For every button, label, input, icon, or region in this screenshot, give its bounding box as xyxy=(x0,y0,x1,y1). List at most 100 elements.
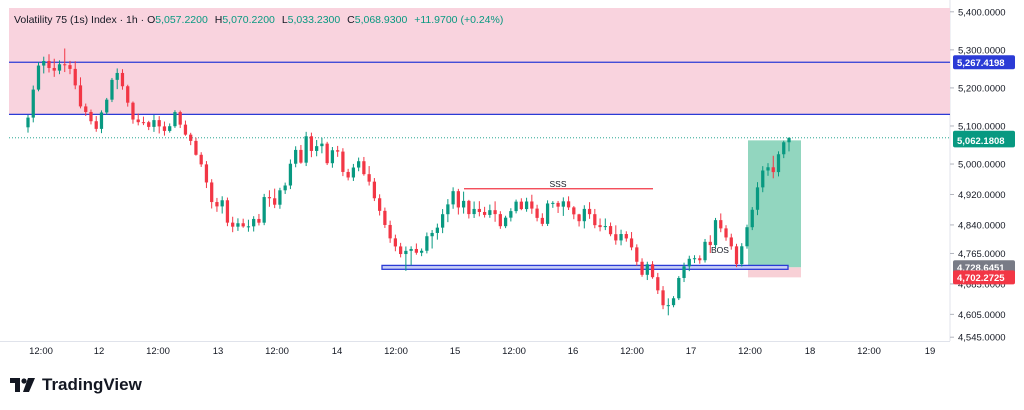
y-tick-label: 4,605.0000 xyxy=(958,310,1006,321)
symbol-name: Volatility 75 (1s) Index · 1h · xyxy=(14,14,145,26)
candle-body xyxy=(608,226,613,235)
candle-body xyxy=(419,250,424,253)
candle-body xyxy=(288,163,293,186)
candle-body xyxy=(336,150,340,152)
candle-body xyxy=(309,136,314,151)
candle-body xyxy=(724,228,728,238)
candle-body xyxy=(551,202,555,204)
candle-body xyxy=(168,126,172,131)
tradingview-logo[interactable]: TradingView xyxy=(10,375,142,395)
candle-body xyxy=(577,214,581,222)
candle-body xyxy=(131,102,135,120)
candle-body xyxy=(189,134,193,141)
candle-body xyxy=(252,218,256,227)
candle-body xyxy=(378,198,382,211)
sss-label: SSS xyxy=(549,179,566,189)
candle-body xyxy=(315,146,319,151)
candle-body xyxy=(351,167,356,178)
bos-label: BOS xyxy=(711,245,729,255)
candle-body xyxy=(698,258,702,261)
candle-body xyxy=(262,197,266,223)
x-tick-label: 12 xyxy=(94,346,105,357)
candle-body xyxy=(666,305,670,307)
y-tick-label: 5,200.0000 xyxy=(958,83,1006,94)
x-tick-label: 12:00 xyxy=(384,346,408,357)
candle-body xyxy=(582,208,586,222)
candle-body xyxy=(692,258,697,260)
candle-body xyxy=(210,182,214,203)
candle-body xyxy=(708,241,712,246)
high-value: 5,070.2200 xyxy=(222,14,275,26)
y-tick-label: 5,000.0000 xyxy=(958,160,1006,171)
candle-body xyxy=(372,181,377,199)
candle-body xyxy=(68,65,72,69)
candle-body xyxy=(771,167,775,173)
price-label-box xyxy=(953,270,1015,285)
high-label: H xyxy=(214,14,223,26)
candle-body xyxy=(299,149,303,163)
candle-body xyxy=(152,120,156,127)
candle-body xyxy=(42,60,46,66)
candle-body xyxy=(467,200,471,215)
candle-body xyxy=(246,226,251,228)
candle-body xyxy=(687,258,691,267)
candle-body xyxy=(162,126,167,131)
candle-body xyxy=(488,210,492,215)
x-tick-label: 17 xyxy=(686,346,697,357)
candle-body xyxy=(126,86,130,103)
candle-body xyxy=(294,149,298,164)
y-tick-label: 4,545.0000 xyxy=(958,333,1006,344)
candle-body xyxy=(362,161,366,175)
candle-body xyxy=(540,217,544,224)
candle-body xyxy=(629,238,634,248)
candle-body xyxy=(414,248,418,253)
candle-body xyxy=(561,201,565,207)
candle-body xyxy=(661,290,665,306)
candle-body xyxy=(593,214,597,226)
candle-body xyxy=(446,204,450,215)
price-label-text: 5,267.4198 xyxy=(957,58,1005,69)
x-tick-label: 19 xyxy=(925,346,936,357)
candle-body xyxy=(451,191,455,205)
candle-body xyxy=(199,154,203,165)
candle-body xyxy=(782,142,786,155)
candle-body xyxy=(482,211,487,215)
candle-body xyxy=(572,207,576,215)
y-tick-label: 4,685.0000 xyxy=(958,279,1006,290)
candle-body xyxy=(740,246,744,265)
candle-body xyxy=(566,201,571,208)
candle-body xyxy=(204,164,209,183)
candle-body xyxy=(47,60,51,68)
candle-body xyxy=(36,65,41,90)
change-value: +11.9700 (+0.24%) xyxy=(414,14,504,26)
x-tick-label: 12:00 xyxy=(146,346,170,357)
candle-body xyxy=(750,209,754,228)
candle-body xyxy=(477,208,481,212)
candle-body xyxy=(73,68,77,86)
candle-body xyxy=(84,106,88,112)
candle-body xyxy=(330,150,335,164)
candle-body xyxy=(278,190,282,205)
candle-body xyxy=(656,277,660,291)
candle-body xyxy=(388,224,392,239)
candle-body xyxy=(141,122,146,124)
candle-body xyxy=(194,140,198,155)
candle-body xyxy=(766,167,770,171)
candle-body xyxy=(183,124,188,135)
candle-body xyxy=(99,112,104,129)
low-label: L xyxy=(281,14,288,26)
candle-body xyxy=(603,226,607,228)
candle-body xyxy=(755,187,760,210)
x-tick-label: 12:00 xyxy=(857,346,881,357)
candle-body xyxy=(136,119,140,123)
candle-body xyxy=(619,234,623,241)
candle-body xyxy=(283,185,287,191)
candle-body xyxy=(587,208,592,215)
tradingview-wordmark: TradingView xyxy=(42,375,142,394)
candle-body xyxy=(729,237,733,247)
y-tick-label: 5,300.0000 xyxy=(958,45,1006,56)
candle-body xyxy=(787,137,791,143)
x-tick-label: 18 xyxy=(805,346,816,357)
candle-body xyxy=(493,210,497,215)
